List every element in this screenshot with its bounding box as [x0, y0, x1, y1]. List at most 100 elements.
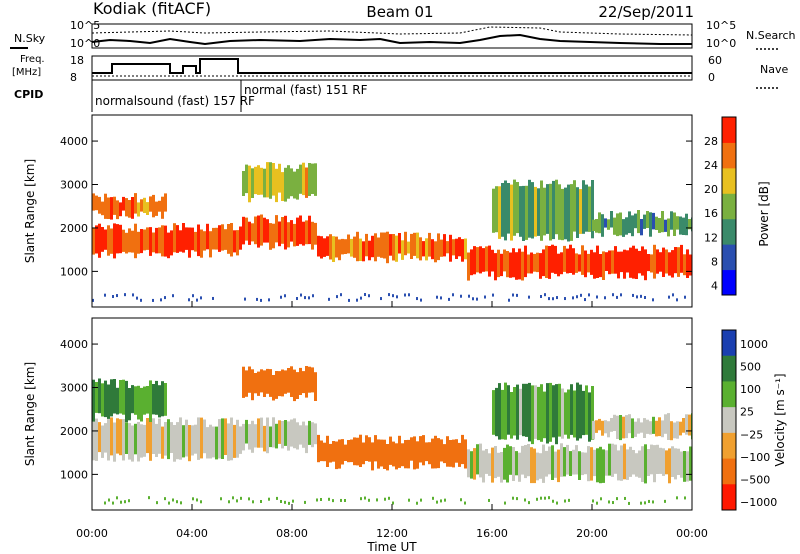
echo-cell — [649, 212, 652, 237]
echo-cell — [254, 166, 257, 195]
echo-cell — [92, 227, 95, 255]
echo-cell — [299, 425, 302, 445]
echo-cell — [495, 387, 498, 437]
nave-tick-low: 0 — [708, 71, 715, 84]
clutter-cell — [200, 500, 202, 504]
echo-cell — [296, 217, 299, 246]
echo-cell — [671, 250, 674, 278]
clutter-cell — [580, 293, 582, 297]
nave-label: Nave — [760, 63, 788, 76]
echo-cell — [585, 184, 588, 232]
echo-cell — [380, 232, 383, 258]
clutter-cell — [364, 496, 366, 500]
echo-cell — [122, 229, 125, 252]
echo-cell — [461, 434, 464, 465]
echo-cell — [640, 422, 643, 433]
echo-cell — [652, 212, 655, 230]
clutter-cell — [312, 294, 314, 298]
clutter-cell — [684, 295, 686, 299]
echo-cell — [422, 435, 425, 466]
echo-cell — [287, 368, 290, 393]
x-tick-label: 04:00 — [176, 527, 208, 540]
echo-cell — [525, 383, 528, 437]
echo-cell — [641, 246, 644, 276]
clutter-cell — [572, 296, 574, 300]
echo-cell — [368, 437, 371, 462]
clutter-cell — [548, 297, 550, 301]
echo-cell — [95, 225, 98, 254]
clutter-cell — [392, 501, 394, 505]
echo-cell — [604, 218, 607, 228]
echo-cell — [260, 167, 263, 195]
echo-cell — [563, 447, 566, 477]
echo-cell — [257, 165, 260, 195]
echo-cell — [161, 381, 164, 417]
echo-cell — [513, 179, 516, 236]
echo-cell — [635, 453, 638, 477]
echo-cell — [293, 171, 296, 199]
echo-cell — [392, 234, 395, 261]
echo-cell — [521, 251, 524, 281]
clutter-cell — [196, 298, 198, 302]
echo-cell — [644, 249, 647, 281]
clutter-cell — [616, 497, 618, 501]
velocity-colorbar-cell — [722, 432, 736, 460]
echo-cell — [554, 451, 557, 478]
echo-cell — [308, 420, 311, 445]
echo-cell — [341, 439, 344, 465]
clutter-cell — [356, 298, 358, 302]
echo-cell — [278, 371, 281, 397]
echo-cell — [655, 420, 658, 437]
clutter-cell — [444, 498, 446, 502]
echo-cell — [152, 194, 155, 218]
echo-cell — [536, 452, 539, 481]
echo-cell — [257, 371, 260, 396]
echo-cell — [305, 366, 308, 398]
echo-cell — [314, 163, 317, 196]
echo-cell — [254, 216, 257, 245]
echo-cell — [167, 419, 170, 460]
echo-cell — [269, 162, 272, 199]
nsky-line — [91, 33, 692, 46]
echo-cell — [386, 231, 389, 264]
clutter-cell — [620, 293, 622, 297]
echo-cell — [119, 224, 122, 254]
power-colorbar-tick-label: 4 — [711, 279, 718, 292]
echo-cell — [179, 417, 182, 460]
clutter-cell — [308, 296, 310, 300]
echo-cell — [607, 219, 610, 230]
echo-cell — [101, 383, 104, 417]
clutter-cell — [120, 500, 122, 504]
echo-cell — [347, 440, 350, 463]
echo-cell — [290, 419, 293, 447]
echo-cell — [428, 232, 431, 257]
clutter-cell — [368, 498, 370, 502]
echo-cell — [488, 245, 491, 277]
echo-cell — [395, 443, 398, 470]
echo-cell — [224, 229, 227, 250]
echo-cell — [410, 437, 413, 461]
clutter-cell — [292, 499, 294, 503]
clutter-cell — [652, 298, 654, 302]
clutter-cell — [388, 293, 390, 297]
clutter-cell — [452, 293, 454, 297]
echo-cell — [530, 252, 533, 274]
echo-cell — [476, 247, 479, 273]
echo-cell — [614, 246, 617, 274]
echo-cell — [572, 248, 575, 275]
echo-cell — [464, 439, 467, 469]
clutter-cell — [432, 496, 434, 500]
echo-cell — [437, 438, 440, 469]
clutter-cell — [576, 295, 578, 299]
echo-cell — [242, 423, 245, 451]
echo-cell — [464, 238, 467, 260]
echo-cell — [579, 384, 582, 439]
power-echo-marks — [92, 162, 692, 302]
echo-cell — [524, 445, 527, 479]
echo-cell — [407, 241, 410, 254]
echo-cell — [407, 439, 410, 469]
echo-cell — [567, 389, 570, 439]
echo-cell — [311, 422, 314, 448]
echo-cell — [152, 418, 155, 454]
echo-cell — [341, 238, 344, 255]
